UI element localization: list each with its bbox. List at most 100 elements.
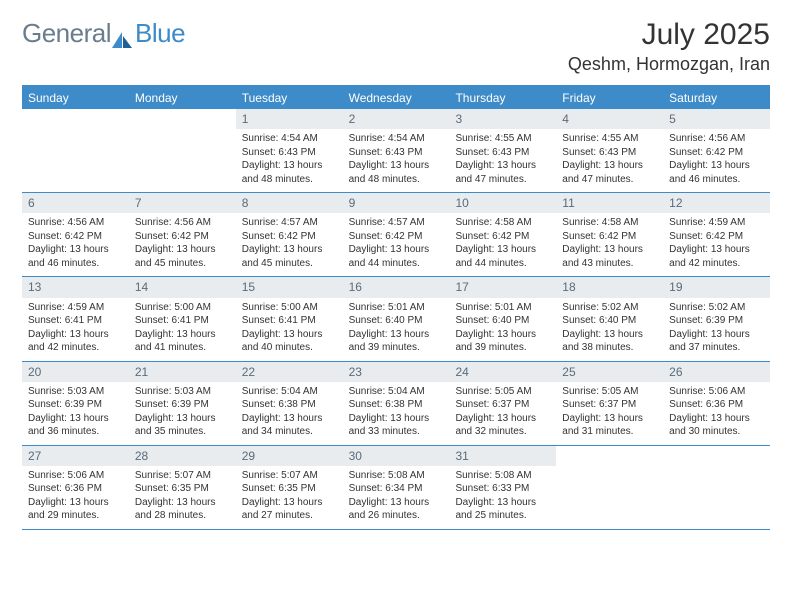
day-number: 4 — [556, 109, 663, 129]
day-detail-line: Daylight: 13 hours — [562, 412, 657, 426]
day-details: Sunrise: 4:56 AMSunset: 6:42 PMDaylight:… — [663, 129, 770, 192]
day-details: Sunrise: 4:59 AMSunset: 6:42 PMDaylight:… — [663, 213, 770, 276]
day-detail-line: and 47 minutes. — [562, 173, 657, 187]
day-detail-line: Daylight: 13 hours — [28, 328, 123, 342]
header: General Blue July 2025 Qeshm, Hormozgan,… — [22, 18, 770, 75]
day-number: 11 — [556, 193, 663, 213]
day-detail-line: Sunset: 6:41 PM — [28, 314, 123, 328]
logo: General Blue — [22, 18, 185, 49]
day-detail-line: Sunset: 6:33 PM — [455, 482, 550, 496]
day-detail-line: and 39 minutes. — [349, 341, 444, 355]
day-detail-line: Sunrise: 5:04 AM — [242, 385, 337, 399]
day-detail-line: and 28 minutes. — [135, 509, 230, 523]
day-cell: 3Sunrise: 4:55 AMSunset: 6:43 PMDaylight… — [449, 109, 556, 192]
day-number: 8 — [236, 193, 343, 213]
day-number: 20 — [22, 362, 129, 382]
day-detail-line: Sunrise: 4:56 AM — [669, 132, 764, 146]
day-detail-line: Daylight: 13 hours — [562, 243, 657, 257]
day-details: Sunrise: 4:55 AMSunset: 6:43 PMDaylight:… — [449, 129, 556, 192]
day-detail-line: Daylight: 13 hours — [669, 412, 764, 426]
day-cell: 10Sunrise: 4:58 AMSunset: 6:42 PMDayligh… — [449, 193, 556, 276]
day-details: Sunrise: 5:00 AMSunset: 6:41 PMDaylight:… — [129, 298, 236, 361]
month-title: July 2025 — [568, 18, 770, 52]
week-row: 20Sunrise: 5:03 AMSunset: 6:39 PMDayligh… — [22, 362, 770, 446]
calendar-page: General Blue July 2025 Qeshm, Hormozgan,… — [0, 0, 792, 548]
day-number: 1 — [236, 109, 343, 129]
day-cell: 19Sunrise: 5:02 AMSunset: 6:39 PMDayligh… — [663, 277, 770, 360]
day-number: 17 — [449, 277, 556, 297]
day-cell: 28Sunrise: 5:07 AMSunset: 6:35 PMDayligh… — [129, 446, 236, 529]
location: Qeshm, Hormozgan, Iran — [568, 54, 770, 75]
day-details: Sunrise: 5:08 AMSunset: 6:33 PMDaylight:… — [449, 466, 556, 529]
day-detail-line: Daylight: 13 hours — [28, 412, 123, 426]
day-detail-line: Sunset: 6:43 PM — [349, 146, 444, 160]
day-header: Saturday — [663, 87, 770, 109]
day-detail-line: and 42 minutes. — [669, 257, 764, 271]
day-detail-line: Sunrise: 5:06 AM — [28, 469, 123, 483]
day-detail-line: Daylight: 13 hours — [135, 243, 230, 257]
day-detail-line: Daylight: 13 hours — [349, 159, 444, 173]
week-row: ..1Sunrise: 4:54 AMSunset: 6:43 PMDaylig… — [22, 109, 770, 193]
day-detail-line: Daylight: 13 hours — [135, 328, 230, 342]
day-details: Sunrise: 5:00 AMSunset: 6:41 PMDaylight:… — [236, 298, 343, 361]
day-cell: 13Sunrise: 4:59 AMSunset: 6:41 PMDayligh… — [22, 277, 129, 360]
day-cell: 27Sunrise: 5:06 AMSunset: 6:36 PMDayligh… — [22, 446, 129, 529]
day-number: 19 — [663, 277, 770, 297]
day-details: Sunrise: 5:06 AMSunset: 6:36 PMDaylight:… — [22, 466, 129, 529]
day-detail-line: Daylight: 13 hours — [242, 243, 337, 257]
day-cell: 31Sunrise: 5:08 AMSunset: 6:33 PMDayligh… — [449, 446, 556, 529]
day-detail-line: Daylight: 13 hours — [455, 159, 550, 173]
day-details: Sunrise: 5:03 AMSunset: 6:39 PMDaylight:… — [22, 382, 129, 445]
day-detail-line: and 48 minutes. — [242, 173, 337, 187]
day-detail-line: Sunrise: 4:57 AM — [349, 216, 444, 230]
calendar: Sunday Monday Tuesday Wednesday Thursday… — [22, 85, 770, 530]
day-detail-line: and 32 minutes. — [455, 425, 550, 439]
day-detail-line: Sunrise: 4:57 AM — [242, 216, 337, 230]
day-detail-line: and 48 minutes. — [349, 173, 444, 187]
day-cell: 17Sunrise: 5:01 AMSunset: 6:40 PMDayligh… — [449, 277, 556, 360]
day-details: Sunrise: 4:55 AMSunset: 6:43 PMDaylight:… — [556, 129, 663, 192]
day-detail-line: and 40 minutes. — [242, 341, 337, 355]
day-detail-line: Sunset: 6:35 PM — [135, 482, 230, 496]
day-detail-line: Sunset: 6:42 PM — [242, 230, 337, 244]
day-details: Sunrise: 5:04 AMSunset: 6:38 PMDaylight:… — [236, 382, 343, 445]
day-details: Sunrise: 5:01 AMSunset: 6:40 PMDaylight:… — [449, 298, 556, 361]
day-cell: 29Sunrise: 5:07 AMSunset: 6:35 PMDayligh… — [236, 446, 343, 529]
day-number: 23 — [343, 362, 450, 382]
day-detail-line: Daylight: 13 hours — [135, 412, 230, 426]
day-detail-line: and 27 minutes. — [242, 509, 337, 523]
day-detail-line: Sunset: 6:40 PM — [562, 314, 657, 328]
day-detail-line: Sunrise: 5:03 AM — [135, 385, 230, 399]
day-number: 18 — [556, 277, 663, 297]
day-detail-line: and 30 minutes. — [669, 425, 764, 439]
week-row: 6Sunrise: 4:56 AMSunset: 6:42 PMDaylight… — [22, 193, 770, 277]
day-detail-line: and 39 minutes. — [455, 341, 550, 355]
day-details: Sunrise: 4:59 AMSunset: 6:41 PMDaylight:… — [22, 298, 129, 361]
day-header: Friday — [556, 87, 663, 109]
day-number: 2 — [343, 109, 450, 129]
day-header: Wednesday — [343, 87, 450, 109]
day-detail-line: Sunset: 6:35 PM — [242, 482, 337, 496]
day-cell: 4Sunrise: 4:55 AMSunset: 6:43 PMDaylight… — [556, 109, 663, 192]
day-cell: 2Sunrise: 4:54 AMSunset: 6:43 PMDaylight… — [343, 109, 450, 192]
day-number: 12 — [663, 193, 770, 213]
day-cell: 25Sunrise: 5:05 AMSunset: 6:37 PMDayligh… — [556, 362, 663, 445]
day-detail-line: Sunset: 6:40 PM — [349, 314, 444, 328]
day-detail-line: Sunset: 6:38 PM — [242, 398, 337, 412]
day-cell: 26Sunrise: 5:06 AMSunset: 6:36 PMDayligh… — [663, 362, 770, 445]
day-detail-line: Daylight: 13 hours — [455, 412, 550, 426]
day-header: Tuesday — [236, 87, 343, 109]
day-cell: 21Sunrise: 5:03 AMSunset: 6:39 PMDayligh… — [129, 362, 236, 445]
day-detail-line: Sunrise: 5:05 AM — [562, 385, 657, 399]
day-cell: . — [22, 109, 129, 192]
day-detail-line: Sunrise: 5:03 AM — [28, 385, 123, 399]
day-detail-line: Daylight: 13 hours — [455, 243, 550, 257]
day-detail-line: Daylight: 13 hours — [669, 159, 764, 173]
day-details: Sunrise: 5:03 AMSunset: 6:39 PMDaylight:… — [129, 382, 236, 445]
day-detail-line: and 42 minutes. — [28, 341, 123, 355]
day-detail-line: Sunrise: 5:06 AM — [669, 385, 764, 399]
day-detail-line: Sunrise: 5:08 AM — [349, 469, 444, 483]
day-header-row: Sunday Monday Tuesday Wednesday Thursday… — [22, 87, 770, 109]
day-detail-line: Sunrise: 5:00 AM — [135, 301, 230, 315]
day-detail-line: Sunrise: 4:56 AM — [135, 216, 230, 230]
